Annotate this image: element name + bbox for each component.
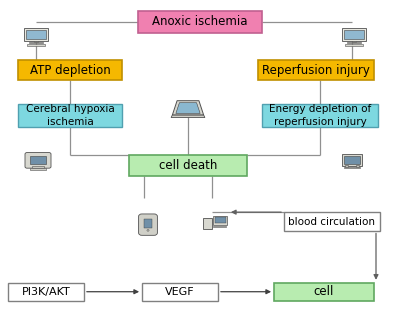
Polygon shape xyxy=(176,103,200,114)
Text: ATP depletion: ATP depletion xyxy=(30,64,110,77)
Bar xyxy=(258,60,374,80)
Bar xyxy=(345,165,348,167)
Bar xyxy=(18,60,122,80)
Bar xyxy=(214,217,226,223)
Bar xyxy=(344,167,360,168)
Bar xyxy=(274,283,374,301)
Polygon shape xyxy=(172,101,204,115)
Bar xyxy=(356,165,359,167)
Text: cell death: cell death xyxy=(159,159,217,172)
Bar xyxy=(142,283,218,301)
Bar xyxy=(34,41,38,42)
Text: blood circulation: blood circulation xyxy=(288,217,376,227)
Circle shape xyxy=(147,230,149,231)
Bar xyxy=(345,44,363,46)
Text: Reperfusion injury: Reperfusion injury xyxy=(262,64,370,77)
Bar xyxy=(262,104,378,127)
Bar xyxy=(342,154,362,166)
Bar xyxy=(344,30,364,39)
Bar xyxy=(352,41,356,42)
Bar xyxy=(213,226,226,227)
Bar xyxy=(18,104,122,127)
Bar xyxy=(27,44,45,46)
Text: VEGF: VEGF xyxy=(165,287,195,297)
Text: Anoxic ischemia: Anoxic ischemia xyxy=(152,15,248,28)
Bar xyxy=(24,28,48,41)
Bar xyxy=(129,155,247,175)
Text: Energy depletion of
reperfusion injury: Energy depletion of reperfusion injury xyxy=(269,104,371,127)
Bar xyxy=(344,156,360,164)
Bar xyxy=(347,42,361,43)
Bar xyxy=(144,219,152,227)
Bar xyxy=(30,156,46,164)
Bar xyxy=(32,166,44,168)
FancyBboxPatch shape xyxy=(25,153,51,168)
FancyBboxPatch shape xyxy=(138,214,157,235)
Bar xyxy=(8,283,84,301)
Text: cell: cell xyxy=(314,285,334,298)
Text: Cerebral hypoxia
ischemia: Cerebral hypoxia ischemia xyxy=(26,104,114,127)
Bar xyxy=(213,216,228,225)
Bar xyxy=(342,28,366,41)
Bar xyxy=(26,30,46,39)
Bar xyxy=(30,42,43,43)
Bar xyxy=(30,168,46,170)
Bar xyxy=(203,218,212,229)
Text: PI3K/AKT: PI3K/AKT xyxy=(22,287,70,297)
Bar xyxy=(284,212,380,231)
Polygon shape xyxy=(171,115,205,118)
Bar xyxy=(138,11,262,33)
